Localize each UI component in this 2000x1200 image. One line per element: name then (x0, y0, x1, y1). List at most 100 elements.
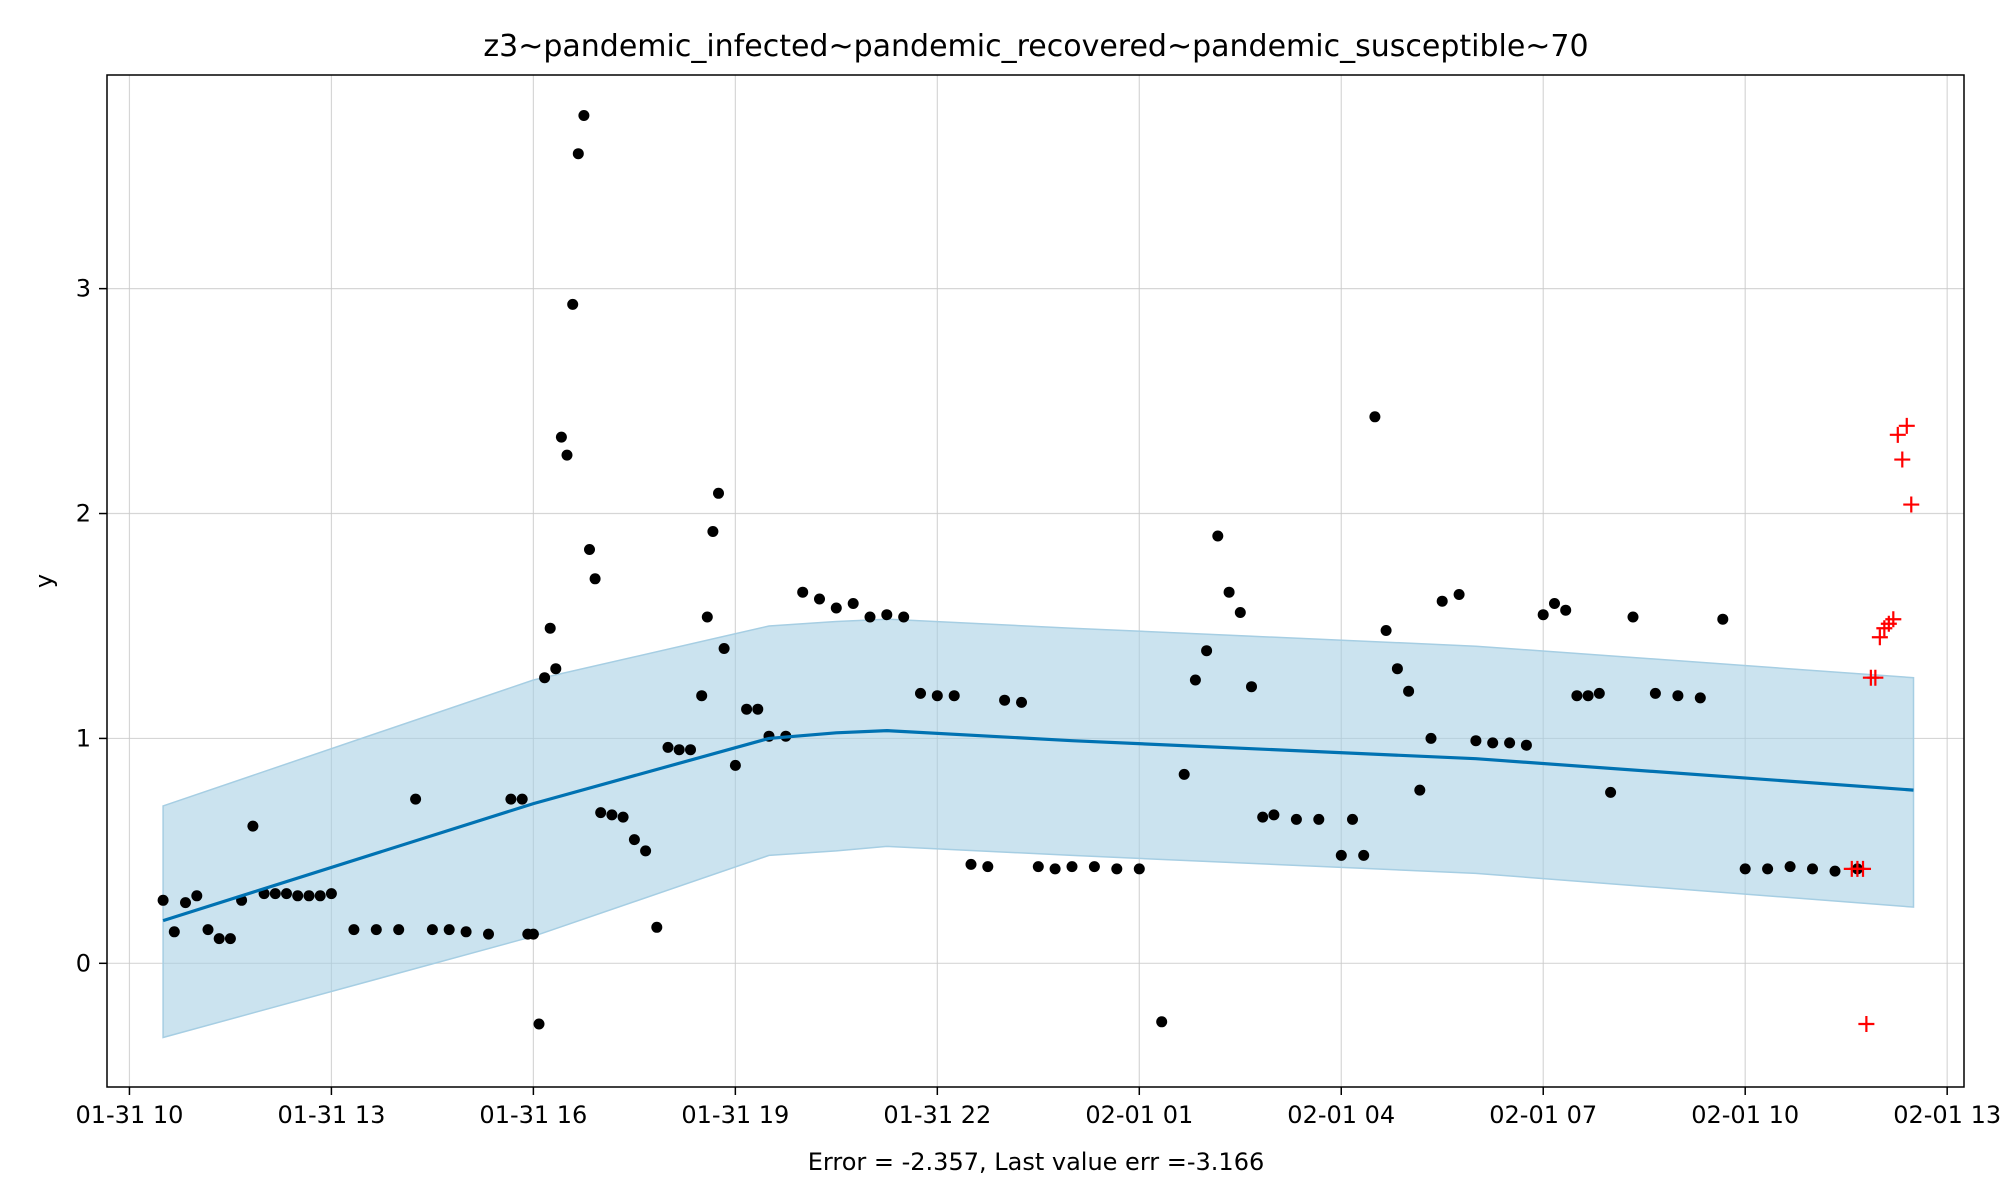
x-tick-label: 02-01 04 (1287, 1101, 1395, 1129)
observed-point (1016, 696, 1027, 708)
observed-point (1088, 861, 1100, 873)
x-tick-label: 01-31 13 (277, 1101, 385, 1129)
observed-point (269, 888, 281, 900)
observed-point (1784, 861, 1796, 873)
observed-point (696, 690, 708, 702)
future-point (1889, 426, 1906, 443)
observed-point (157, 894, 169, 906)
y-tick-label: 0 (76, 949, 91, 977)
observed-point (1335, 849, 1347, 861)
observed-point (348, 924, 360, 936)
observed-point (1066, 861, 1078, 873)
observed-point (1414, 784, 1426, 796)
observed-point (191, 890, 203, 902)
observed-point (881, 609, 893, 621)
forecast-line (162, 728, 1914, 923)
observed-point (1391, 663, 1403, 675)
x-tick-label: 02-01 01 (1085, 1101, 1193, 1129)
observed-point (555, 431, 567, 443)
uncertainty-band-area (162, 618, 1915, 1039)
observed-point (426, 924, 438, 936)
observed-point (1201, 645, 1213, 657)
observed-point (673, 744, 685, 756)
observed-point (662, 741, 674, 753)
observed-point (1189, 674, 1201, 686)
observed-point (1560, 604, 1572, 616)
observed-point (1234, 607, 1246, 618)
observed-point (718, 643, 730, 654)
observed-point (965, 858, 977, 870)
observed-point (948, 690, 960, 702)
observed-point (707, 526, 719, 537)
observed-point (589, 573, 601, 585)
observed-point (1380, 625, 1392, 636)
observed-point (578, 110, 590, 121)
observed-point (1212, 530, 1224, 542)
observed-point (303, 890, 315, 902)
observed-point (561, 449, 573, 461)
observed-point (1487, 737, 1499, 749)
observed-point (713, 487, 724, 499)
y-tick-label: 1 (76, 724, 91, 752)
observed-point (931, 690, 943, 702)
observed-point (393, 924, 405, 936)
observed-point (1178, 768, 1190, 780)
observed-point (1111, 863, 1123, 875)
y-tick-label: 2 (76, 500, 91, 528)
observed-point (1571, 690, 1583, 702)
x-tick-label: 01-31 16 (479, 1101, 587, 1129)
future-point (1867, 669, 1884, 686)
observed-point (741, 703, 753, 715)
observed-point (550, 663, 562, 675)
observed-point (213, 933, 225, 945)
observed-point (1762, 863, 1774, 875)
observed-point (410, 793, 422, 805)
observed-point (1504, 737, 1516, 749)
x-tick-label: 01-31 22 (883, 1101, 991, 1129)
y-axis-ticks: 0 1 2 3 (76, 275, 107, 977)
future-point (1903, 496, 1920, 513)
observed-point (1156, 1016, 1168, 1028)
observed-point (1453, 589, 1465, 600)
observed-point (544, 622, 556, 634)
observed-point (617, 811, 629, 823)
observed-point (1672, 690, 1684, 702)
observed-point (898, 611, 910, 623)
observed-point (847, 598, 859, 609)
observed-point (325, 888, 337, 900)
x-tick-label: 01-31 10 (75, 1101, 183, 1129)
observed-point (1694, 692, 1706, 704)
x-tick-label: 02-01 07 (1489, 1101, 1597, 1129)
observed-point (1032, 861, 1044, 873)
observed-point (292, 890, 304, 902)
observed-point (516, 793, 528, 805)
observed-point (1223, 586, 1235, 598)
observed-points (157, 110, 1863, 1030)
future-point (1894, 451, 1911, 468)
observed-point (1627, 611, 1639, 623)
future-point (1855, 860, 1872, 877)
observed-point (533, 1018, 545, 1030)
y-tick-label: 3 (76, 275, 91, 303)
observed-point (1537, 609, 1549, 621)
observed-point (915, 687, 926, 699)
observed-point (505, 793, 517, 805)
future-point (1898, 417, 1915, 434)
observed-point (527, 928, 539, 940)
observed-point (314, 890, 326, 902)
observed-point (1593, 687, 1605, 699)
observed-point (1246, 681, 1257, 693)
observed-point (202, 924, 214, 936)
observed-point (370, 924, 382, 936)
chart-title: z3~pandemic_infected~pandemic_recovered~… (483, 29, 1588, 64)
observed-point (460, 926, 472, 938)
observed-point (1520, 739, 1532, 751)
observed-point (1358, 849, 1370, 861)
observed-point (830, 602, 842, 614)
observed-point (628, 834, 640, 846)
observed-point (584, 544, 595, 555)
observed-point (701, 611, 713, 623)
observed-point (999, 694, 1011, 706)
observed-point (224, 933, 236, 945)
uncertainty-band (162, 618, 1915, 1039)
